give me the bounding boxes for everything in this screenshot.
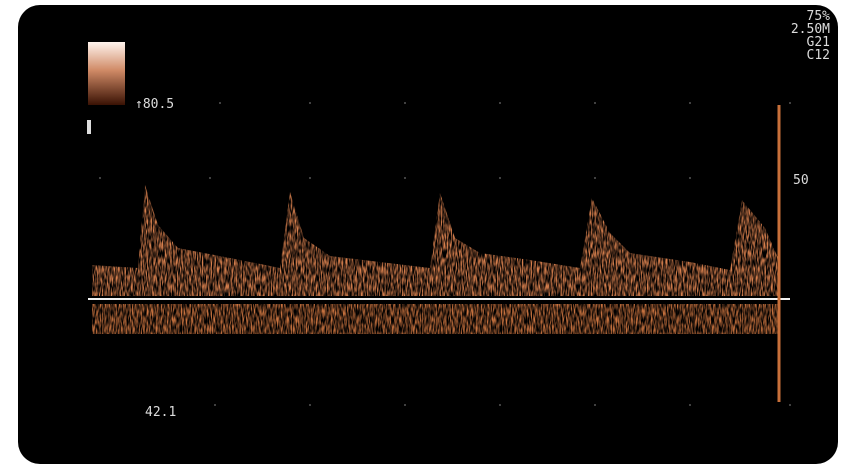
scale-marker-label: 50 — [793, 173, 809, 188]
scale-top-label: ↑80.5 — [135, 97, 174, 112]
status-line: C12 — [807, 48, 830, 63]
doppler-waveform — [92, 185, 778, 334]
status-line: 2.50M — [791, 22, 830, 37]
color-bar — [88, 42, 125, 105]
status-line: 75% — [807, 9, 831, 24]
status-line: G21 — [807, 35, 830, 50]
scale-bottom-label: 42.1 — [145, 405, 176, 420]
screen-background — [18, 5, 838, 464]
grid-dots — [99, 102, 791, 406]
gate-marker — [87, 120, 91, 134]
status-block: 75% 2.50M G21 C12 — [791, 9, 830, 63]
